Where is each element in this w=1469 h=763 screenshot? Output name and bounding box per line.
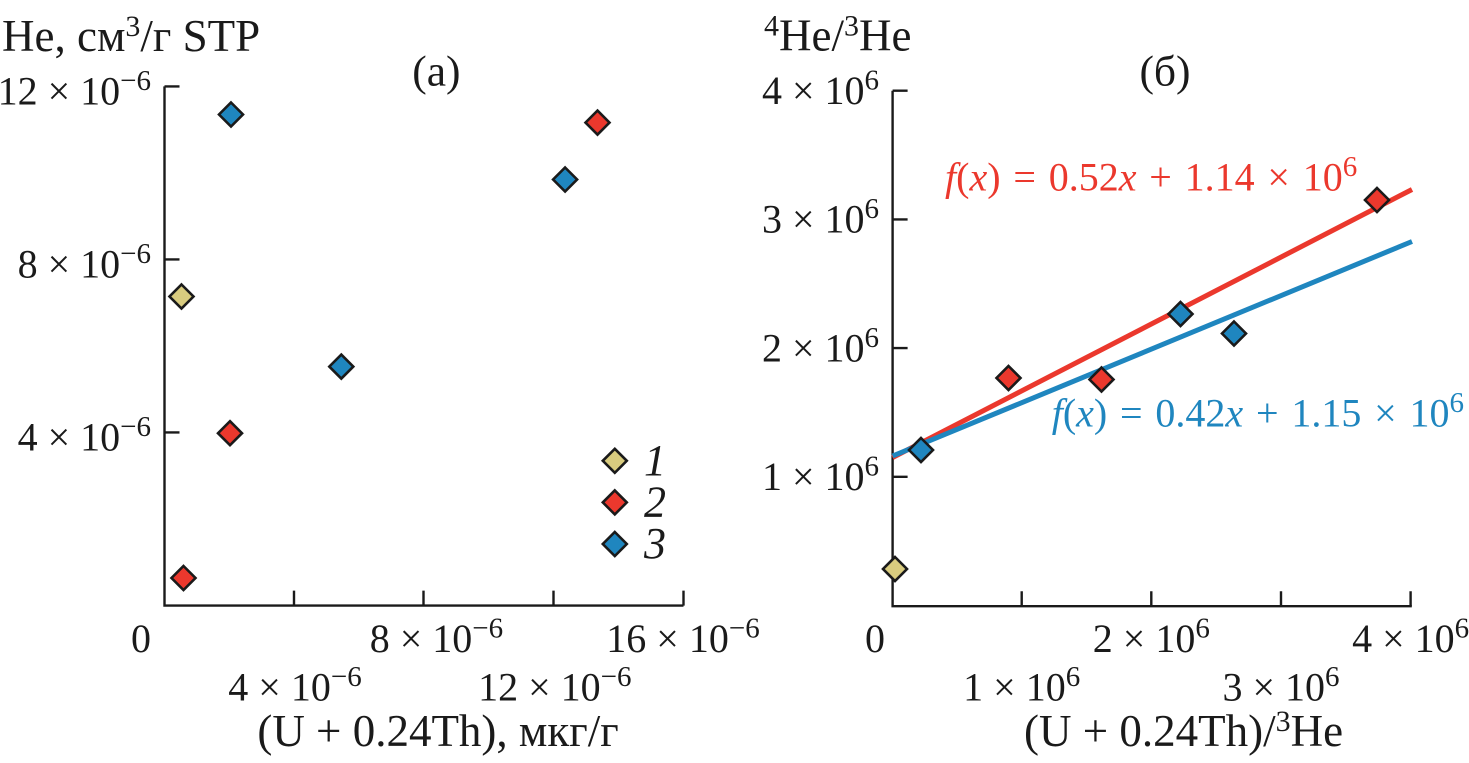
svg-text:2: 2 [644, 477, 666, 526]
svg-text:(б): (б) [1139, 48, 1190, 96]
svg-text:3 × 106: 3 × 106 [1222, 661, 1339, 710]
svg-text:0: 0 [131, 616, 151, 661]
svg-text:(а): (а) [412, 48, 460, 96]
svg-text:4He/3He: 4He/3He [764, 10, 911, 61]
svg-text:3: 3 [643, 519, 666, 568]
svg-text:2 × 106: 2 × 106 [1093, 613, 1210, 662]
svg-text:4 × 106: 4 × 106 [762, 64, 879, 113]
svg-text:1: 1 [644, 436, 666, 485]
svg-text:f(x) = 0.52x + 1.14 × 106: f(x) = 0.52x + 1.14 × 106 [945, 151, 1357, 200]
svg-text:He, см3/г STP: He, см3/г STP [2, 10, 260, 61]
svg-text:4 × 106: 4 × 106 [1352, 613, 1469, 662]
svg-text:3 × 106: 3 × 106 [762, 193, 879, 242]
svg-text:(U + 0.24Th)/3He: (U + 0.24Th)/3He [1024, 705, 1343, 756]
svg-text:1 × 106: 1 × 106 [762, 451, 879, 500]
svg-text:2 × 106: 2 × 106 [762, 322, 879, 371]
svg-text:1 × 106: 1 × 106 [963, 661, 1080, 710]
svg-text:f(x) = 0.42x + 1.15 × 106: f(x) = 0.42x + 1.15 × 106 [1052, 387, 1464, 436]
svg-text:0: 0 [865, 616, 885, 661]
svg-text:(U + 0.24Th), мкг/г: (U + 0.24Th), мкг/г [257, 706, 618, 756]
